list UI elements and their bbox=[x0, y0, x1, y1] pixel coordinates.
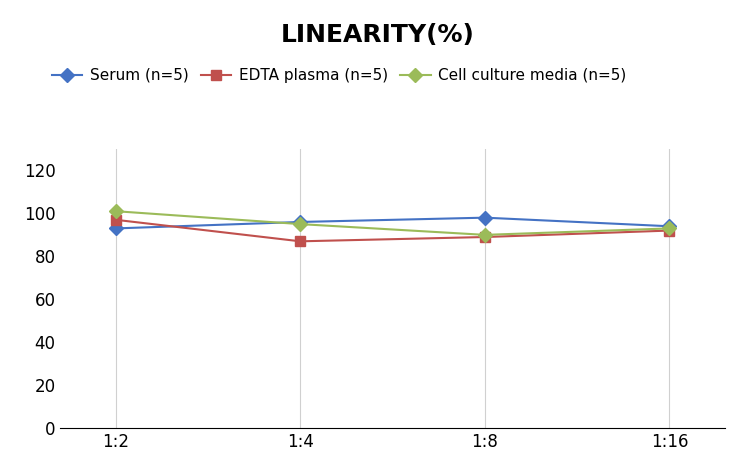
EDTA plasma (n=5) bbox=[111, 217, 120, 222]
EDTA plasma (n=5) bbox=[480, 235, 489, 240]
Serum (n=5) bbox=[665, 224, 674, 229]
Cell culture media (n=5) bbox=[665, 226, 674, 231]
Line: Cell culture media (n=5): Cell culture media (n=5) bbox=[111, 207, 674, 240]
Line: EDTA plasma (n=5): EDTA plasma (n=5) bbox=[111, 215, 674, 246]
Cell culture media (n=5) bbox=[111, 208, 120, 214]
EDTA plasma (n=5) bbox=[296, 239, 305, 244]
Cell culture media (n=5) bbox=[480, 232, 489, 238]
Line: Serum (n=5): Serum (n=5) bbox=[111, 213, 674, 233]
Serum (n=5) bbox=[111, 226, 120, 231]
Text: LINEARITY(%): LINEARITY(%) bbox=[281, 23, 474, 46]
Cell culture media (n=5) bbox=[296, 221, 305, 227]
EDTA plasma (n=5) bbox=[665, 228, 674, 233]
Legend: Serum (n=5), EDTA plasma (n=5), Cell culture media (n=5): Serum (n=5), EDTA plasma (n=5), Cell cul… bbox=[45, 62, 633, 89]
Serum (n=5) bbox=[296, 219, 305, 225]
Serum (n=5) bbox=[480, 215, 489, 221]
